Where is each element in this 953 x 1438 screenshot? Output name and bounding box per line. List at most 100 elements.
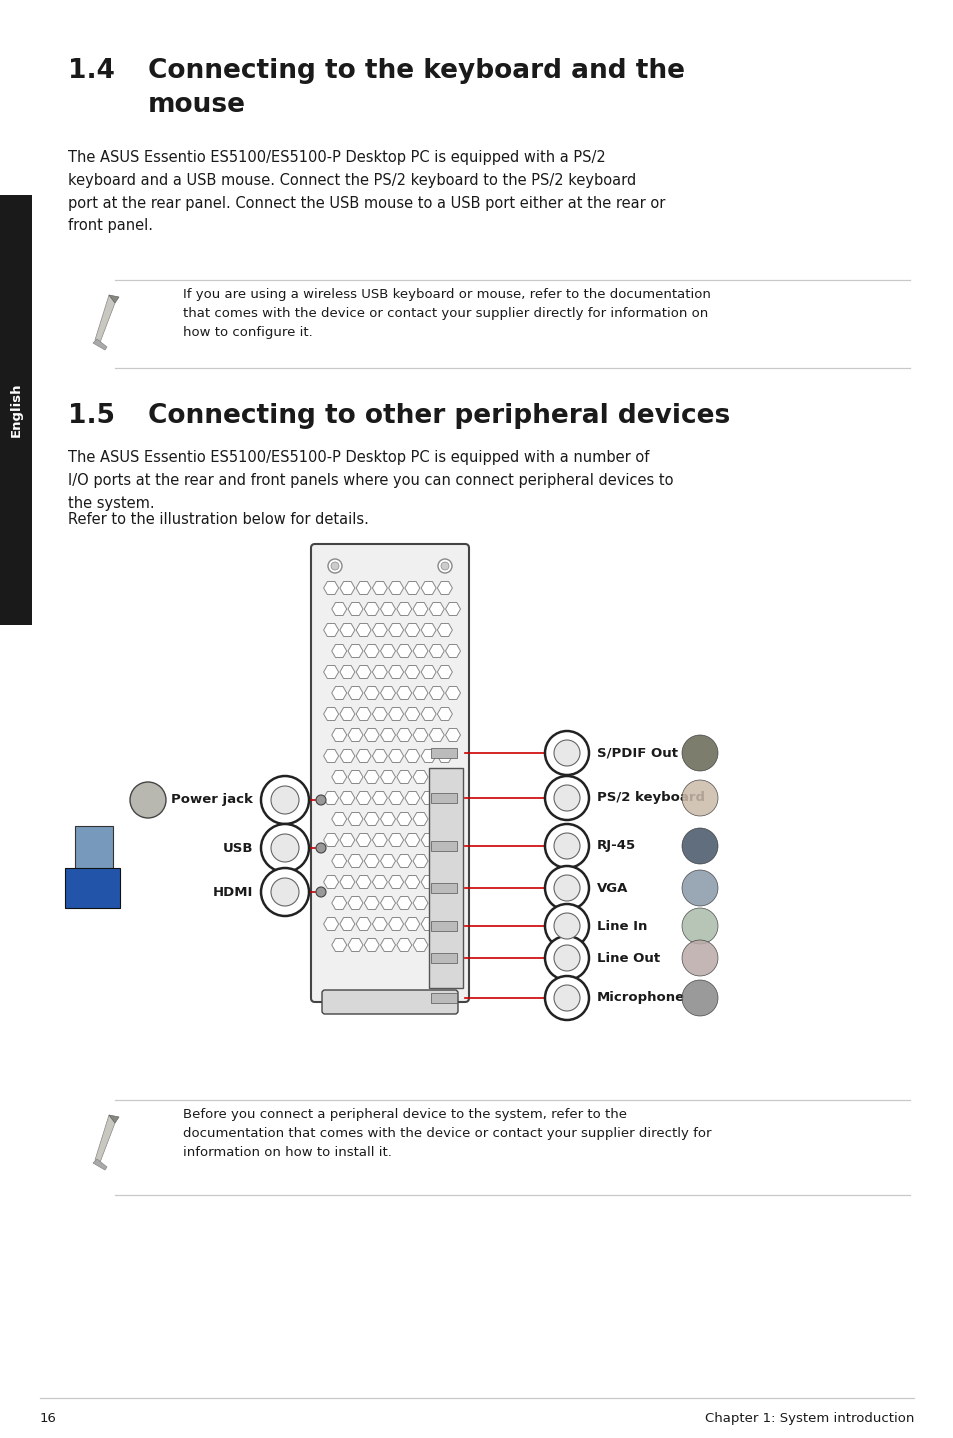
Polygon shape: [355, 791, 371, 804]
Polygon shape: [404, 749, 419, 762]
Polygon shape: [436, 707, 452, 720]
Circle shape: [315, 795, 326, 805]
Polygon shape: [388, 876, 403, 889]
Polygon shape: [445, 644, 460, 657]
Polygon shape: [445, 729, 460, 742]
Polygon shape: [323, 876, 338, 889]
Polygon shape: [92, 339, 107, 349]
Circle shape: [681, 870, 718, 906]
Polygon shape: [380, 686, 395, 699]
Polygon shape: [380, 603, 395, 615]
Polygon shape: [332, 854, 346, 867]
Polygon shape: [445, 896, 460, 909]
Polygon shape: [364, 812, 379, 825]
Polygon shape: [420, 749, 436, 762]
Text: Line Out: Line Out: [597, 952, 659, 965]
Circle shape: [554, 785, 579, 811]
Polygon shape: [380, 854, 395, 867]
Polygon shape: [364, 729, 379, 742]
Polygon shape: [436, 581, 452, 594]
Circle shape: [554, 874, 579, 902]
Polygon shape: [339, 624, 355, 637]
Polygon shape: [323, 749, 338, 762]
Polygon shape: [364, 603, 379, 615]
Polygon shape: [388, 707, 403, 720]
Text: The ASUS Essentio ES5100/ES5100-P Desktop PC is equipped with a number of
I/O po: The ASUS Essentio ES5100/ES5100-P Deskto…: [68, 450, 673, 510]
Polygon shape: [396, 939, 412, 952]
Polygon shape: [413, 771, 428, 784]
Polygon shape: [364, 939, 379, 952]
Polygon shape: [332, 686, 346, 699]
Polygon shape: [364, 854, 379, 867]
Polygon shape: [420, 707, 436, 720]
Text: HDMI: HDMI: [213, 886, 253, 899]
Polygon shape: [420, 624, 436, 637]
Polygon shape: [355, 917, 371, 930]
Polygon shape: [404, 624, 419, 637]
Polygon shape: [413, 896, 428, 909]
Polygon shape: [380, 771, 395, 784]
Polygon shape: [348, 771, 363, 784]
Circle shape: [554, 985, 579, 1011]
Polygon shape: [420, 834, 436, 847]
Polygon shape: [339, 917, 355, 930]
Polygon shape: [109, 1114, 119, 1123]
Polygon shape: [355, 749, 371, 762]
Polygon shape: [388, 791, 403, 804]
Polygon shape: [396, 603, 412, 615]
Polygon shape: [404, 581, 419, 594]
Polygon shape: [339, 834, 355, 847]
Polygon shape: [380, 729, 395, 742]
Text: The ASUS Essentio ES5100/ES5100-P Desktop PC is equipped with a PS/2
keyboard an: The ASUS Essentio ES5100/ES5100-P Deskto…: [68, 150, 664, 233]
Polygon shape: [436, 917, 452, 930]
Polygon shape: [95, 295, 115, 345]
Bar: [75, 825, 112, 870]
Polygon shape: [92, 1159, 107, 1171]
Circle shape: [681, 828, 718, 864]
Text: S/PDIF Out: S/PDIF Out: [597, 746, 678, 759]
Polygon shape: [436, 834, 452, 847]
Circle shape: [261, 869, 309, 916]
Text: 1.4: 1.4: [68, 58, 114, 83]
Polygon shape: [396, 896, 412, 909]
Text: Connecting to the keyboard and the
mouse: Connecting to the keyboard and the mouse: [148, 58, 684, 118]
Polygon shape: [348, 644, 363, 657]
Circle shape: [437, 559, 452, 572]
Text: 16: 16: [40, 1412, 57, 1425]
Polygon shape: [445, 812, 460, 825]
Text: Refer to the illustration below for details.: Refer to the illustration below for deta…: [68, 512, 369, 526]
Text: Chapter 1: System introduction: Chapter 1: System introduction: [704, 1412, 913, 1425]
Polygon shape: [413, 729, 428, 742]
Bar: [431, 953, 456, 963]
Polygon shape: [355, 666, 371, 679]
Polygon shape: [436, 749, 452, 762]
Polygon shape: [404, 917, 419, 930]
Circle shape: [554, 913, 579, 939]
Polygon shape: [332, 644, 346, 657]
Polygon shape: [404, 791, 419, 804]
Polygon shape: [436, 791, 452, 804]
Bar: [431, 883, 456, 893]
Polygon shape: [348, 896, 363, 909]
Polygon shape: [396, 686, 412, 699]
Polygon shape: [372, 666, 387, 679]
Polygon shape: [445, 603, 460, 615]
Polygon shape: [413, 939, 428, 952]
Polygon shape: [323, 707, 338, 720]
Circle shape: [315, 843, 326, 853]
Polygon shape: [372, 749, 387, 762]
Circle shape: [261, 824, 309, 871]
Polygon shape: [429, 686, 444, 699]
Polygon shape: [109, 295, 119, 303]
Text: Power jack: Power jack: [171, 794, 253, 807]
Polygon shape: [429, 896, 444, 909]
Polygon shape: [380, 939, 395, 952]
Polygon shape: [380, 896, 395, 909]
Polygon shape: [413, 644, 428, 657]
Polygon shape: [323, 666, 338, 679]
Text: USB: USB: [222, 841, 253, 854]
Circle shape: [681, 981, 718, 1017]
Polygon shape: [332, 729, 346, 742]
Circle shape: [544, 976, 588, 1020]
Polygon shape: [404, 666, 419, 679]
